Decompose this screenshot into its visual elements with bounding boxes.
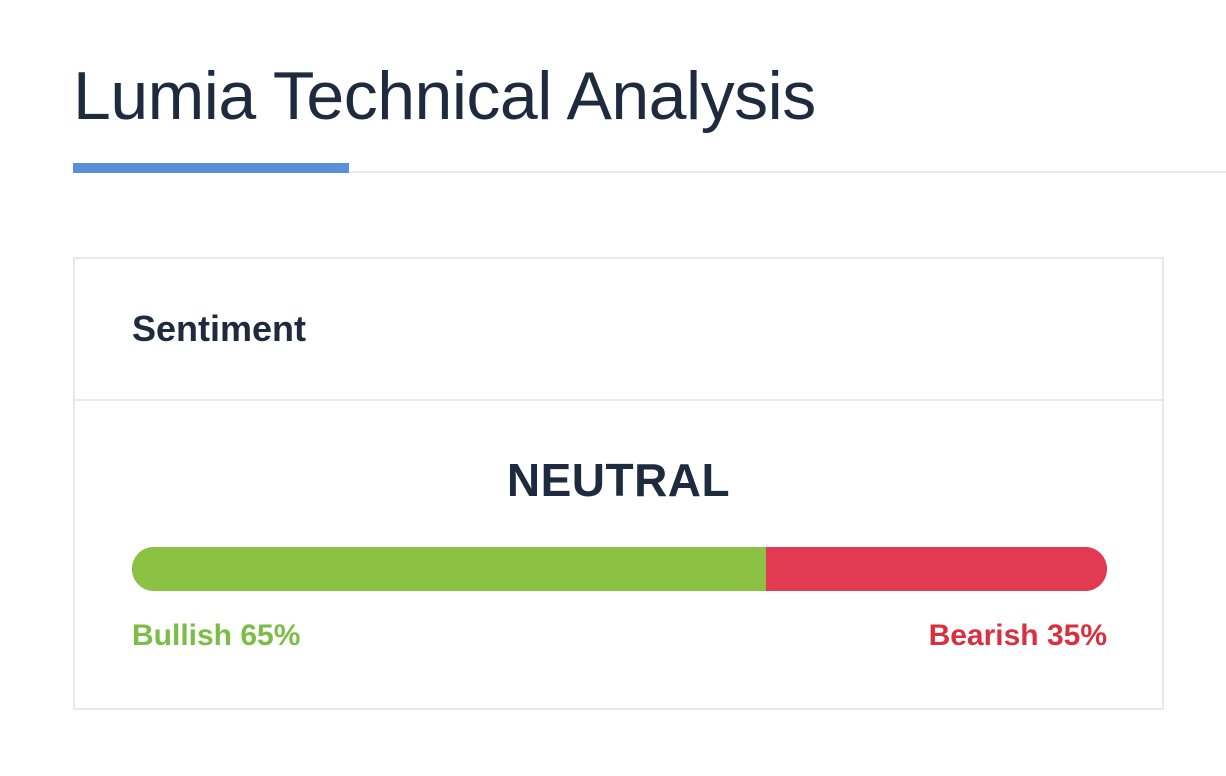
bullish-meter-segment [132, 547, 766, 591]
title-divider [73, 171, 1226, 173]
sentiment-card-header: Sentiment [75, 259, 1162, 401]
title-accent-bar [73, 163, 349, 173]
sentiment-meter [132, 547, 1107, 591]
bearish-meter-segment [765, 547, 1107, 591]
bearish-percentage-label: Bearish 35% [928, 619, 1107, 652]
sentiment-card-title: Sentiment [132, 308, 307, 349]
page-title: Lumia Technical Analysis [73, 58, 816, 134]
bullish-percentage-label: Bullish 65% [132, 619, 301, 652]
sentiment-card: Sentiment NEUTRAL Bullish 65% Bearish 35… [73, 257, 1164, 710]
sentiment-verdict: NEUTRAL [506, 454, 731, 506]
